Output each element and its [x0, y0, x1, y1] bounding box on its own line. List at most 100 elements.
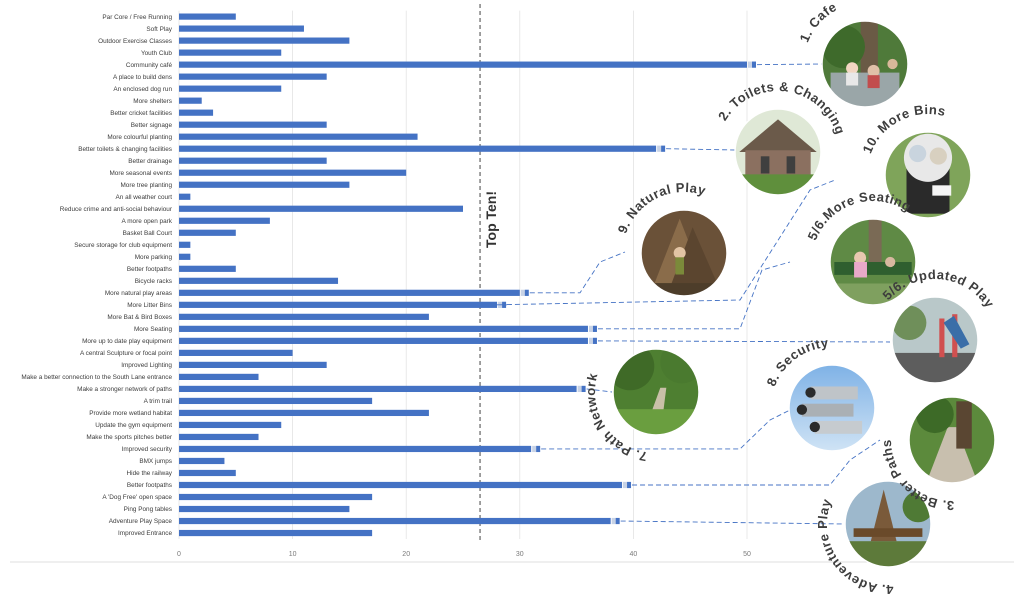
bar [179, 529, 373, 537]
category-label: More Seating [134, 326, 172, 333]
callout-leader [632, 439, 881, 486]
category-label: Better signage [131, 122, 173, 129]
bar [179, 25, 304, 32]
bar [179, 481, 623, 489]
bar-end-marker [657, 145, 662, 152]
category-label: Make a stronger network of paths [77, 386, 172, 393]
bar [179, 241, 191, 248]
callout-photo [788, 364, 876, 452]
bar [179, 493, 373, 501]
x-tick-label: 30 [516, 551, 524, 558]
bar [179, 337, 588, 344]
bar [179, 73, 327, 80]
callout-photo [844, 480, 932, 568]
callout-leader [586, 388, 613, 393]
category-label: A place to build dens [113, 74, 172, 81]
callout-photo [829, 218, 917, 306]
category-label: More parking [135, 254, 173, 261]
bar-end-marker [588, 325, 593, 332]
bar [179, 445, 532, 453]
category-label: Ping Pong tables [124, 506, 172, 513]
bar [179, 121, 327, 128]
x-tick-label: 20 [402, 551, 410, 558]
bar [179, 253, 191, 260]
bar [179, 313, 429, 320]
bar [179, 229, 236, 236]
bar [179, 433, 259, 441]
category-label: More seasonal events [109, 170, 172, 177]
bar [179, 193, 191, 200]
bar [179, 409, 429, 417]
category-label: Outdoor Exercise Classes [98, 38, 172, 45]
callout-photo [640, 209, 728, 297]
category-label: More shelters [133, 98, 172, 105]
callout-photo [734, 108, 822, 196]
category-label: Bicycle racks [135, 278, 172, 285]
category-label: Par Core / Free Running [102, 14, 172, 21]
bar-end-marker [581, 385, 586, 393]
adventure-photo [845, 481, 931, 567]
callout-photo [891, 296, 979, 384]
category-label: More natural play areas [105, 290, 172, 297]
bar [179, 289, 520, 296]
bar [179, 181, 350, 188]
cafe-photo [822, 21, 908, 107]
x-axis-ticks: 0 10 20 30 40 50 [177, 551, 751, 558]
bar [179, 361, 327, 368]
top-ten-label: Top Ten! [483, 191, 499, 248]
bar-end-marker [532, 445, 537, 453]
callout-photo [908, 396, 996, 484]
bar [179, 205, 463, 212]
category-label: An enclosed dog run [113, 86, 172, 93]
category-label: Youth Club [141, 50, 172, 57]
bar-end-marker [592, 325, 597, 332]
bar-end-marker [748, 61, 752, 68]
category-labels: Par Core / Free Running Soft Play Outdoor … [21, 14, 173, 537]
bar [179, 505, 350, 513]
category-label: Reduce crime and anti-social behaviour [60, 206, 173, 213]
category-label: A 'Dog Free' open space [102, 494, 172, 501]
bar [179, 169, 407, 176]
bar [179, 397, 373, 405]
category-label: Better footpaths [127, 482, 172, 489]
category-label: More Bat & Bird Boxes [107, 314, 172, 321]
bar [179, 421, 282, 429]
bar-end-marker [623, 481, 628, 489]
bar [179, 457, 225, 465]
natural-play-photo [641, 210, 727, 296]
bar [179, 301, 498, 308]
callout-leaders [494, 61, 891, 525]
bar [179, 277, 339, 284]
seating-photo [830, 219, 916, 305]
category-label: Improved Lighting [121, 362, 172, 369]
category-label: A central Sculpture or focal point [80, 350, 172, 357]
category-label: A more open park [122, 218, 173, 225]
category-label: BMX jumps [139, 458, 172, 465]
bar [179, 349, 293, 356]
category-label: Improved security [122, 446, 173, 453]
bars [179, 13, 747, 537]
top-ten-threshold: Top Ten! [479, 4, 499, 542]
bar-end-marker [577, 385, 582, 393]
bar-end-marker [592, 337, 597, 344]
bar-end-marker [536, 445, 541, 453]
bar [179, 61, 747, 68]
paths-photo [909, 397, 995, 483]
bar [179, 373, 259, 380]
x-tick-label: 50 [743, 551, 751, 558]
callout-leader [756, 63, 823, 66]
category-label: Secure storage for club equipment [74, 242, 172, 249]
bar-end-marker [520, 289, 525, 296]
category-label: More Litter Bins [127, 302, 172, 309]
callout-photos [612, 20, 996, 568]
callout-leader [529, 251, 626, 294]
security-photo [789, 365, 875, 451]
callout-photo [821, 20, 909, 108]
x-tick-label: 10 [289, 551, 297, 558]
x-tick-label: 40 [630, 551, 638, 558]
category-label: An all weather court [116, 194, 173, 201]
category-label: A trim trail [144, 398, 172, 405]
bar [179, 13, 236, 20]
category-label: Hide the railway [127, 470, 173, 477]
